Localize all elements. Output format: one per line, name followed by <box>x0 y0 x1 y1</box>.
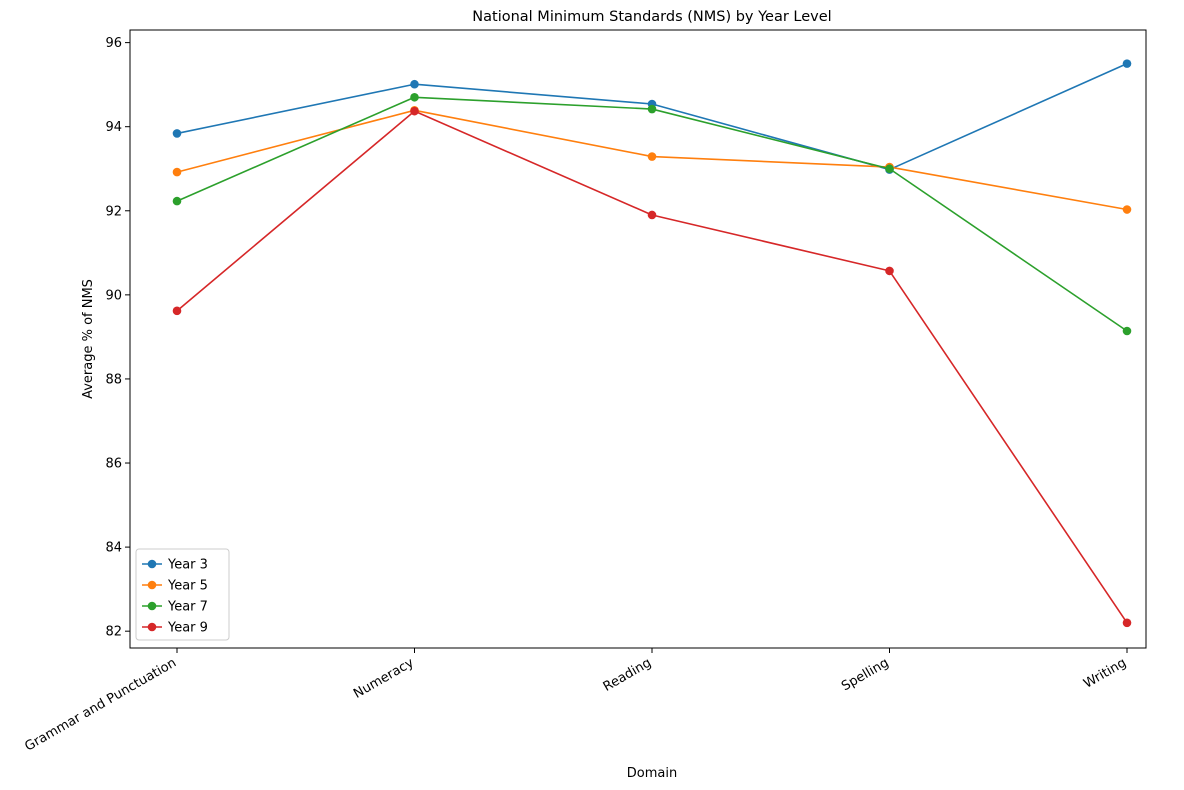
data-point <box>1122 326 1132 336</box>
legend: Year 3 Year 5 Year 7 Year 9 <box>135 548 230 641</box>
data-point <box>410 79 419 89</box>
y-axis-ticks: 82 84 86 88 90 92 94 96 <box>105 36 130 640</box>
legend-marker <box>147 601 157 611</box>
legend-entry: Year 9 <box>142 621 208 636</box>
plot-frame <box>129 29 1147 649</box>
data-point <box>885 266 894 276</box>
y-tick-label: 90 <box>105 288 122 303</box>
series-group <box>172 59 1132 628</box>
data-point <box>410 106 419 116</box>
data-point <box>647 210 657 220</box>
legend-marker <box>147 559 157 569</box>
series-year-7 <box>172 92 1132 336</box>
data-point <box>647 152 657 161</box>
data-point <box>885 164 894 174</box>
data-point <box>1122 618 1132 628</box>
y-tick-label: 88 <box>105 372 122 387</box>
legend-label: Year 7 <box>167 600 208 615</box>
legend-label: Year 9 <box>167 621 208 636</box>
legend-marker <box>147 580 157 590</box>
y-tick-label: 92 <box>105 204 122 219</box>
data-point <box>647 104 657 114</box>
data-point <box>172 196 182 206</box>
legend-entry: Year 7 <box>142 600 208 615</box>
y-axis-label: Average % of NMS <box>81 279 96 399</box>
y-tick-label: 86 <box>105 457 122 472</box>
series-year-9 <box>172 106 1132 628</box>
data-point <box>172 167 182 177</box>
x-axis-label: Domain <box>627 766 677 781</box>
legend-marker <box>147 622 157 632</box>
data-point <box>172 306 182 316</box>
data-point <box>1122 205 1132 214</box>
y-tick-label: 82 <box>105 625 122 640</box>
y-tick-label: 96 <box>105 36 122 51</box>
y-tick-label: 94 <box>105 120 122 135</box>
legend-frame <box>135 548 230 641</box>
legend-label: Year 5 <box>167 579 208 594</box>
chart-title: National Minimum Standards (NMS) by Year… <box>472 9 831 25</box>
legend-entry: Year 5 <box>142 579 208 594</box>
data-point <box>1122 59 1132 68</box>
plot-area <box>129 29 1147 649</box>
data-point <box>410 92 419 102</box>
legend-entry: Year 3 <box>142 558 208 573</box>
y-tick-label: 84 <box>105 541 122 556</box>
legend-label: Year 3 <box>167 558 208 573</box>
data-point <box>172 129 182 138</box>
